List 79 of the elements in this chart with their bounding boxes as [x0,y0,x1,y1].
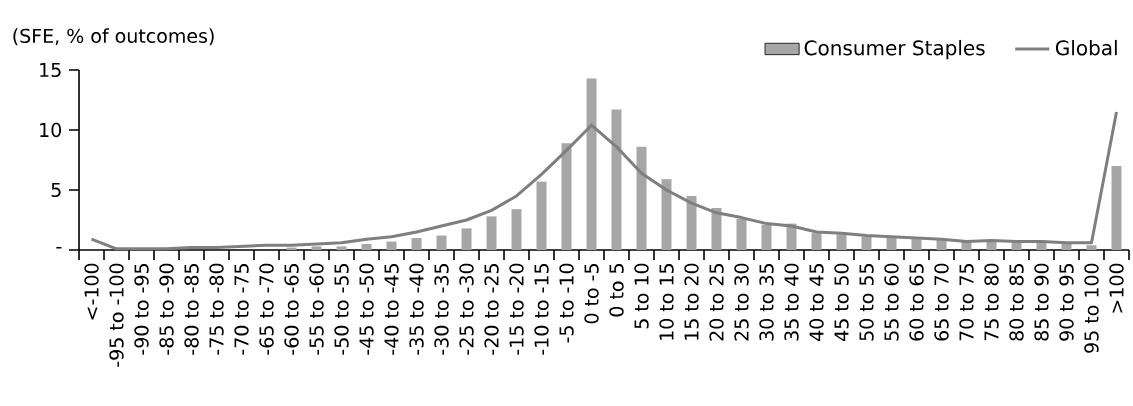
x-tick-label: -75 to -80 [209,263,224,355]
x-tick-label: 80 to 85 [1009,264,1024,341]
x-tick-label: >100 [1109,263,1124,313]
bar [1036,242,1047,250]
bar [1061,243,1072,250]
bar [886,237,897,250]
bar [711,207,722,250]
x-tick-label: 15 to 20 [684,263,699,340]
x-tick-label: 10 to 15 [659,264,674,340]
x-tick-label: -85 to -90 [159,263,174,355]
bar [486,216,497,250]
bar [311,246,322,250]
x-tick-label: -45 to -50 [359,263,374,355]
x-tick-label: 65 to 70 [934,263,949,341]
x-tick-label: -10 to -15 [534,264,549,355]
x-tick-label: 5 to 10 [634,263,649,329]
x-tick-label: -20 to -25 [484,264,499,355]
x-tick-label: -40 to -45 [384,264,399,355]
x-tick-label: 35 to 40 [784,263,799,341]
bar [411,237,422,250]
bar [536,181,547,250]
bar [386,241,397,250]
x-tick-label: -25 to -30 [459,263,474,355]
x-tick-label: -90 to -95 [134,264,149,355]
x-tick-label: -55 to -60 [309,263,324,355]
x-tick-label: -60 to -65 [284,264,299,355]
legend-label: Consumer Staples [804,39,985,60]
bar [461,228,472,250]
x-tick-label: 50 to 55 [859,264,874,341]
bar [561,143,572,250]
x-tick-label: 25 to 30 [734,263,749,341]
y-tick-label: 10 [40,122,62,138]
bar [986,241,997,250]
bar [636,146,647,250]
x-tick-label: 90 to 95 [1059,264,1074,341]
x-tick-label: 70 to 75 [959,264,974,341]
bar [661,179,672,250]
x-tick-label: 0 to -5 [584,264,599,324]
bar [611,109,622,250]
x-tick-label: -35 to -40 [409,263,424,355]
x-tick-label: -15 to -20 [509,263,524,355]
x-tick-label: <-100 [84,263,99,320]
x-tick-label: -70 to -75 [234,264,249,355]
y-axis-title: (SFE, % of outcomes) [13,28,214,46]
bar [586,78,597,250]
x-tick-label: -80 to -85 [184,264,199,355]
x-tick-label: 20 to 25 [709,264,724,341]
bar [686,195,697,250]
x-tick-label: -30 to -35 [434,264,449,355]
x-tick-label: 95 to 100 [1084,263,1099,353]
y-tick-label: 5 [51,182,61,198]
bar [861,236,872,250]
bar [1111,165,1122,250]
bar [436,235,447,250]
x-tick-label: -50 to -55 [334,264,349,355]
bar [336,246,347,250]
bar [511,209,522,250]
x-tick-label: 55 to 60 [884,263,899,341]
x-tick-label: 0 to 5 [609,264,624,317]
bar [1086,245,1097,250]
x-tick-label: -5 to -10 [559,263,574,343]
bar [811,233,822,250]
y-tick-label: 15 [40,62,61,78]
x-tick-label: 60 to 65 [909,264,924,341]
bar [836,234,847,250]
x-tick-label: 45 to 50 [834,263,849,341]
x-tick-label: -65 to -70 [259,263,274,355]
x-tick-label: 85 to 90 [1034,263,1049,341]
x-tick-label: -95 to -100 [109,263,124,367]
y-tick-label: - [56,247,62,249]
legend-label: Global [1055,39,1117,56]
x-tick-label: 30 to 35 [759,264,774,341]
bar [761,224,772,250]
bar [911,239,922,250]
bar [1011,242,1022,250]
x-tick-label: 40 to 45 [809,264,824,341]
x-tick-label: 75 to 80 [984,263,999,341]
bar [736,218,747,250]
bar [361,243,372,250]
